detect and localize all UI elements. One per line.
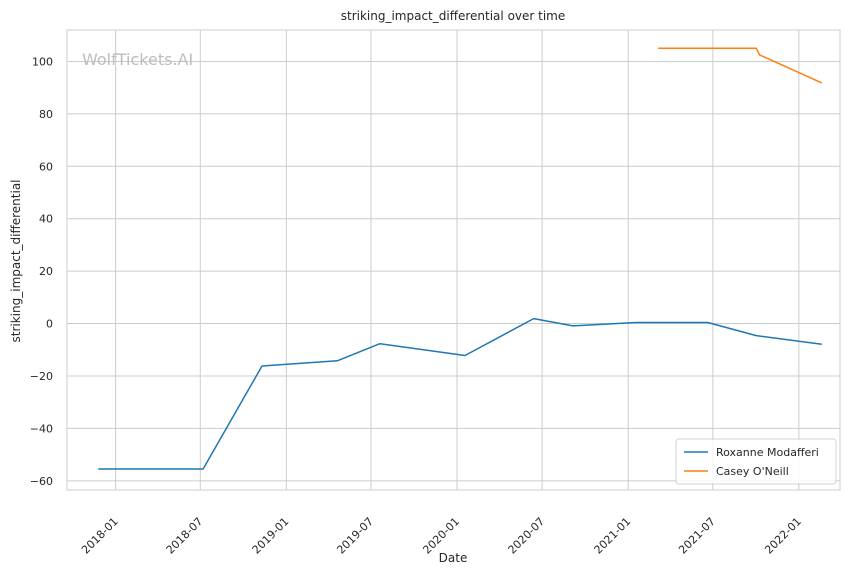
y-tick-label: 0 [46, 318, 53, 331]
legend-label-casey: Casey O'Neill [716, 465, 789, 478]
legend: Roxanne Modafferi Casey O'Neill [675, 438, 837, 485]
y-axis-label: striking_impact_differential [9, 179, 23, 342]
series-lines [98, 47, 823, 470]
legend-box [675, 438, 837, 485]
plot-area-frame [66, 29, 841, 491]
y-tick-label: 80 [39, 108, 53, 121]
y-tick-label: −20 [30, 370, 53, 383]
y-tick-label: 100 [32, 55, 53, 68]
y-tick-label: 40 [39, 213, 53, 226]
y-tick-label: −60 [30, 475, 53, 488]
watermark-text: WolfTickets.AI [82, 50, 193, 69]
legend-label-roxanne: Roxanne Modafferi [716, 446, 819, 459]
series-line-1 [658, 47, 823, 84]
chart-title: striking_impact_differential over time [341, 9, 566, 23]
y-tick-labels: −60 −40 −20 0 20 40 60 80 100 [30, 55, 53, 487]
y-tick-label: −40 [30, 422, 53, 435]
y-tick-label: 60 [39, 160, 53, 173]
x-axis-label: Date [439, 551, 468, 565]
y-tick-label: 20 [39, 265, 53, 278]
series-line-0 [98, 317, 822, 470]
